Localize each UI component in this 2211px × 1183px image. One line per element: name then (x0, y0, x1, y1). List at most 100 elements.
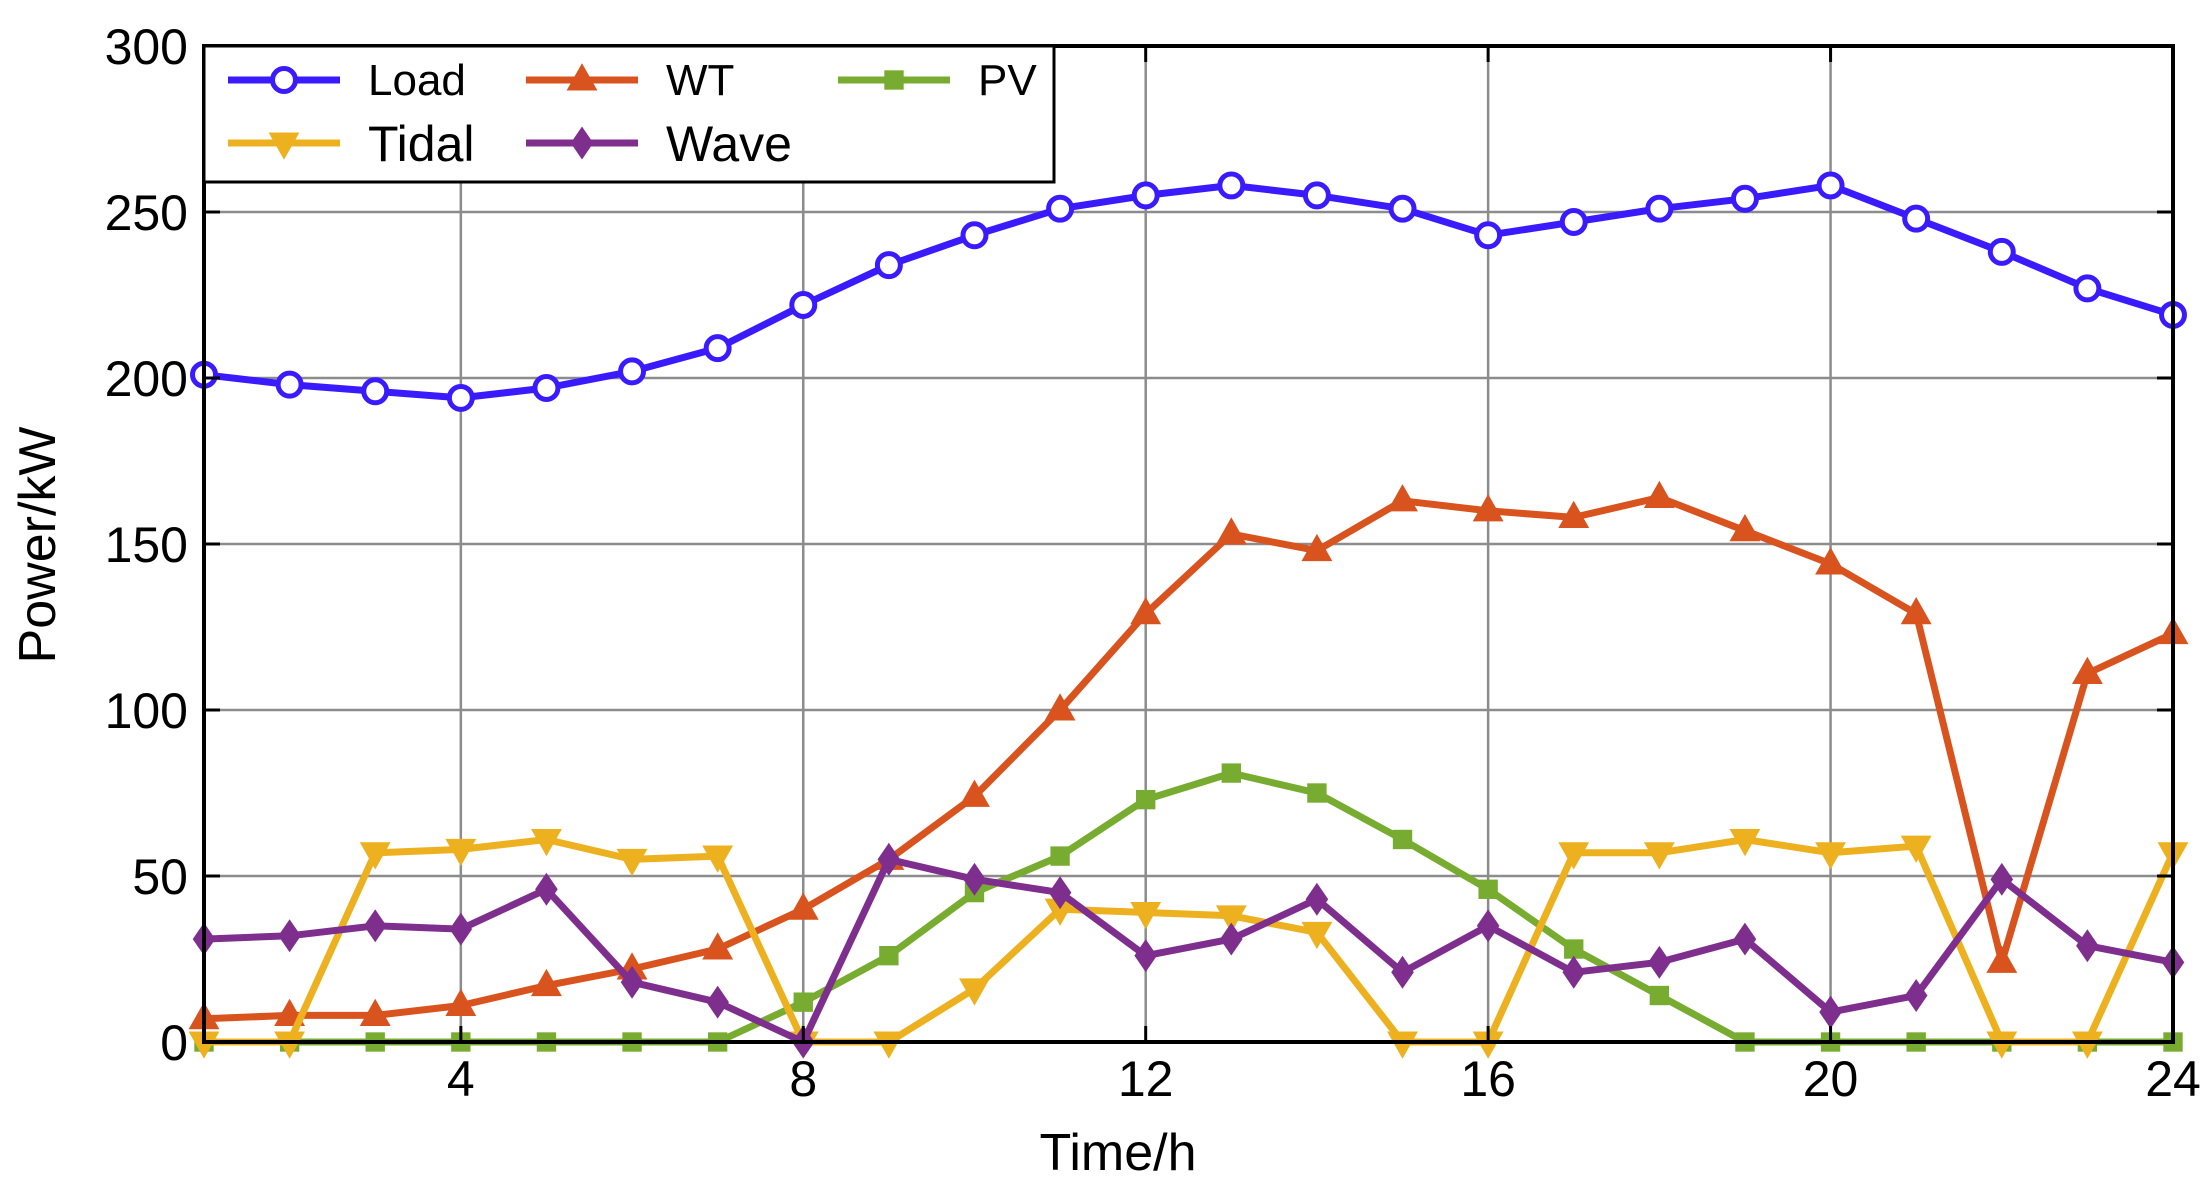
data-point-tidal (616, 848, 648, 877)
legend-label-wave: Wave (666, 116, 792, 172)
data-point-wt (787, 892, 819, 920)
data-point-wave (1134, 939, 1157, 973)
x-tick-label: 8 (789, 1051, 817, 1107)
x-tick-label: 16 (1460, 1051, 1516, 1107)
legend-item-tidal: Tidal (228, 116, 475, 172)
data-point-wt (1986, 945, 2018, 973)
data-point-tidal (873, 1031, 905, 1059)
data-point-wave (1220, 922, 1243, 956)
series-line-tidal (200, 836, 2177, 1046)
y-tick-label: 0 (160, 1015, 188, 1071)
series-line-wt (200, 494, 2177, 1023)
legend-marker-pv (884, 70, 904, 90)
data-point-load (446, 383, 475, 412)
data-point-wt (1729, 513, 1761, 542)
x-axis-title: Time/h (1040, 1124, 1197, 1182)
series-line-wave (200, 855, 2177, 1046)
data-point-tidal (274, 1031, 306, 1059)
legend-box (202, 44, 1056, 184)
data-point-tidal (1215, 905, 1247, 933)
data-point-wt (1301, 533, 1333, 562)
data-point-wt (359, 998, 391, 1026)
data-series (188, 171, 2189, 1059)
data-point-load (1645, 194, 1674, 223)
data-point-wt (1815, 547, 1847, 575)
data-point-wave (1562, 955, 1586, 989)
grid-lines (204, 46, 2173, 1042)
data-point-wave (1990, 862, 2014, 896)
data-point-tidal (1301, 921, 1333, 950)
data-point-wt (1558, 500, 1590, 528)
data-point-load (960, 221, 989, 250)
data-point-wave (1305, 882, 1329, 916)
data-point-tidal (702, 845, 734, 873)
data-point-wt (1900, 596, 1932, 625)
data-point-tidal (445, 838, 477, 867)
data-point-load (275, 370, 304, 399)
legend: Load WT PV Tidal Wave (202, 44, 1056, 184)
y-tick-label: 100 (105, 683, 188, 739)
data-point-wave (449, 912, 473, 946)
data-point-pv (1392, 829, 1413, 850)
y-tick-label: 50 (132, 849, 188, 905)
data-point-wt (1472, 494, 1504, 522)
data-point-tidal (530, 828, 562, 857)
data-point-pv (793, 992, 813, 1012)
legend-marker-wave (570, 126, 594, 160)
legend-label-tidal: Tidal (368, 116, 475, 172)
data-point-load (361, 377, 390, 406)
data-point-pv (1221, 763, 1241, 783)
data-point-wave (1048, 876, 1072, 910)
data-point-tidal (1643, 842, 1675, 870)
data-point-tidal (1986, 1031, 2018, 1059)
data-point-load (789, 290, 818, 319)
legend-marker-tidal (268, 132, 300, 160)
data-point-pv (879, 946, 899, 966)
data-point-wave (1904, 979, 1928, 1012)
data-point-load (1388, 194, 1417, 223)
series-wave (192, 842, 2185, 1059)
data-point-pv (1649, 985, 1670, 1006)
data-point-tidal (1900, 835, 1932, 863)
series-tidal (188, 828, 2189, 1059)
legend-marker-wt (566, 63, 598, 91)
data-point-load (1730, 184, 1759, 213)
data-point-load (1046, 194, 1075, 223)
data-point-load (1987, 237, 2016, 266)
data-point-load (703, 334, 732, 363)
data-point-load (618, 357, 647, 386)
data-point-wt (1387, 484, 1418, 512)
legend-item-pv: PV (838, 56, 1037, 105)
x-tick-label: 24 (2145, 1051, 2201, 1107)
data-point-wave (620, 965, 644, 999)
series-line-load (200, 181, 2177, 402)
data-point-wave (1391, 955, 1414, 989)
data-point-tidal (1130, 902, 1162, 930)
data-point-wave (963, 862, 986, 896)
data-point-tidal (1729, 828, 1761, 857)
data-point-tidal (959, 978, 990, 1006)
data-point-load (1131, 181, 1160, 210)
data-point-load (1816, 171, 1845, 200)
x-tick-label: 20 (1803, 1051, 1859, 1107)
y-tick-label: 250 (105, 185, 188, 241)
data-point-tidal (2071, 1031, 2103, 1059)
x-tick-label: 12 (1118, 1051, 1174, 1107)
series-load (190, 171, 2187, 412)
data-point-wt (2071, 656, 2103, 684)
data-point-pv (1307, 783, 1327, 803)
data-point-wave (363, 909, 387, 943)
data-point-wave (1476, 909, 1500, 943)
data-point-load (532, 373, 561, 402)
x-tick-label: 4 (447, 1051, 475, 1107)
data-point-wt (1643, 480, 1675, 509)
data-point-load (1559, 207, 1588, 236)
data-point-wave (877, 842, 901, 876)
data-point-wt (959, 779, 990, 807)
legend-marker-load (270, 66, 298, 94)
y-tick-label: 200 (105, 351, 188, 407)
data-point-load (874, 251, 903, 280)
data-point-wave (535, 872, 558, 906)
